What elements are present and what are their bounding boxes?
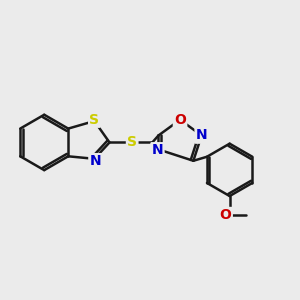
Text: N: N — [152, 143, 163, 158]
Text: O: O — [220, 208, 232, 222]
Text: N: N — [196, 128, 207, 142]
Text: S: S — [89, 112, 99, 127]
Text: O: O — [174, 113, 186, 127]
Text: N: N — [90, 154, 101, 168]
Text: S: S — [127, 135, 137, 149]
